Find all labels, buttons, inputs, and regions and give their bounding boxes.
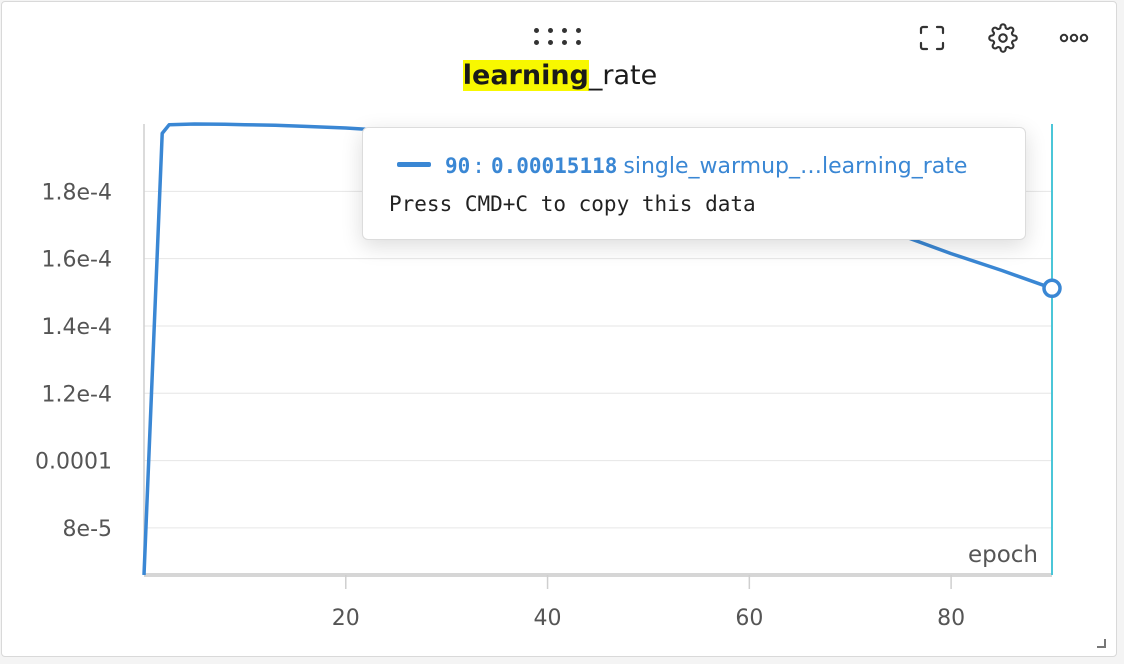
x-tick-label: 60	[735, 606, 763, 631]
tooltip-value: 0.00015118	[490, 154, 618, 178]
y-tick-label: 1.6e-4	[42, 248, 112, 273]
tooltip-step: 90	[445, 154, 471, 178]
title-search-highlight: learning	[462, 60, 589, 91]
drag-handle-icon[interactable]	[534, 28, 590, 50]
tooltip-separator: :	[472, 154, 485, 178]
y-tick-label: 1.4e-4	[42, 315, 112, 340]
chart-title: learning_rate	[2, 60, 1118, 91]
x-tick-label: 20	[332, 606, 360, 631]
more-options-button[interactable]	[1056, 20, 1092, 56]
y-tick-label: 1.8e-4	[42, 180, 112, 205]
gear-icon	[988, 23, 1018, 53]
settings-button[interactable]	[985, 20, 1021, 56]
x-axis-label: epoch	[968, 542, 1038, 568]
series-color-swatch	[397, 162, 431, 167]
y-tick-label: 8e-5	[63, 517, 112, 542]
y-tick-label: 1.2e-4	[42, 382, 112, 407]
hover-point-marker	[1042, 278, 1062, 299]
fullscreen-icon	[919, 25, 945, 51]
copy-hint: Press CMD+C to copy this data	[389, 192, 756, 216]
title-rest: _rate	[588, 60, 658, 91]
x-tick-label: 40	[534, 606, 562, 631]
resize-grip-icon[interactable]	[1096, 638, 1106, 648]
fullscreen-button[interactable]	[914, 20, 950, 56]
y-tick-label: 0.0001	[35, 450, 112, 475]
more-horizontal-icon	[1059, 33, 1089, 43]
tooltip-run-name: single_warmup_…learning_rate	[623, 154, 968, 179]
hover-tooltip: 90: 0.00015118 single_warmup_…learning_rat…	[362, 127, 1026, 240]
x-tick-label: 80	[937, 606, 965, 631]
